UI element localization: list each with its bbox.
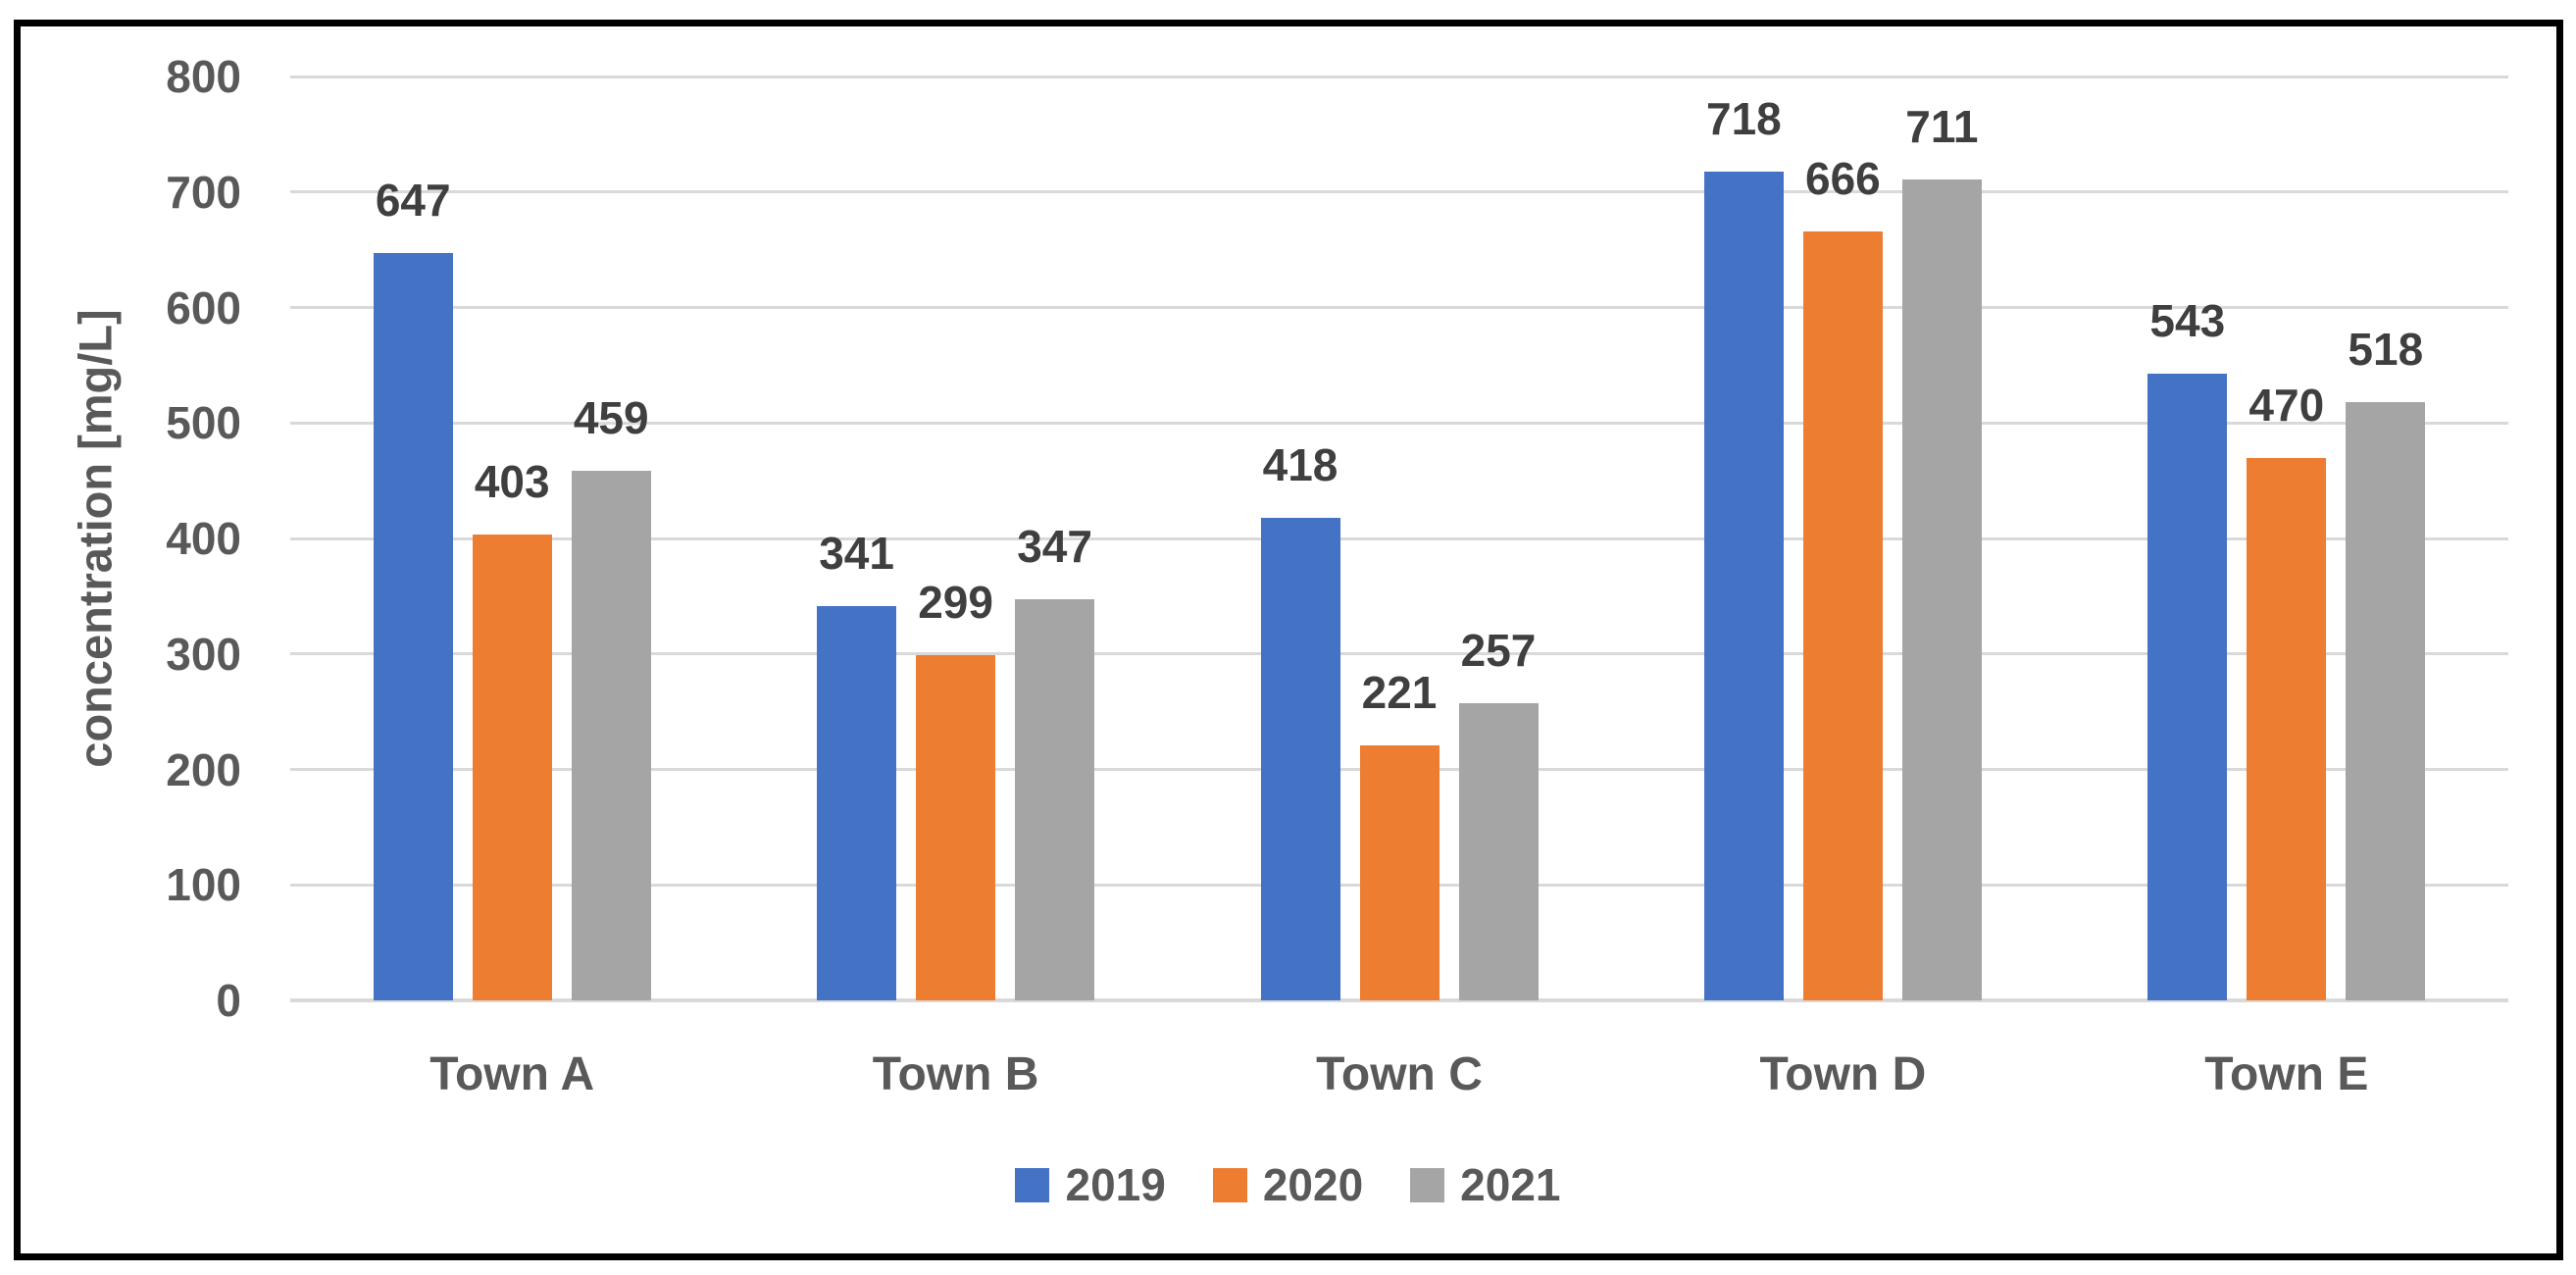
legend-item-2020: 2020 [1212, 1159, 1364, 1210]
legend-label-2021: 2021 [1460, 1159, 1561, 1210]
legend-swatch-2020 [1212, 1167, 1247, 1202]
chart-frame [14, 20, 2563, 1260]
legend-label-2019: 2019 [1065, 1159, 1166, 1210]
legend-swatch-2021 [1410, 1167, 1445, 1202]
legend-label-2020: 2020 [1262, 1159, 1364, 1210]
legend-item-2019: 2019 [1015, 1159, 1166, 1210]
legend-item-2021: 2021 [1410, 1159, 1561, 1210]
y-axis-title: concentration [mg/L] [69, 309, 122, 768]
legend-swatch-2019 [1015, 1167, 1050, 1202]
legend: 2019 2020 2021 [0, 1162, 2576, 1207]
